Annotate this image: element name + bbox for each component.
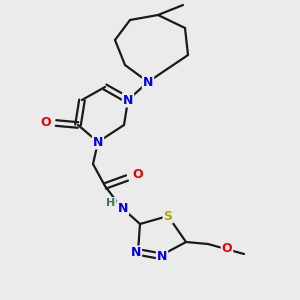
Text: S: S [164, 209, 172, 223]
Text: N: N [93, 136, 103, 148]
Text: H: H [106, 198, 116, 208]
Text: N: N [143, 76, 153, 88]
Text: N: N [157, 250, 167, 263]
Text: O: O [133, 167, 143, 181]
Text: O: O [41, 116, 51, 130]
Text: N: N [131, 247, 141, 260]
Text: N: N [118, 202, 128, 214]
Text: N: N [123, 94, 133, 106]
Text: O: O [222, 242, 232, 254]
